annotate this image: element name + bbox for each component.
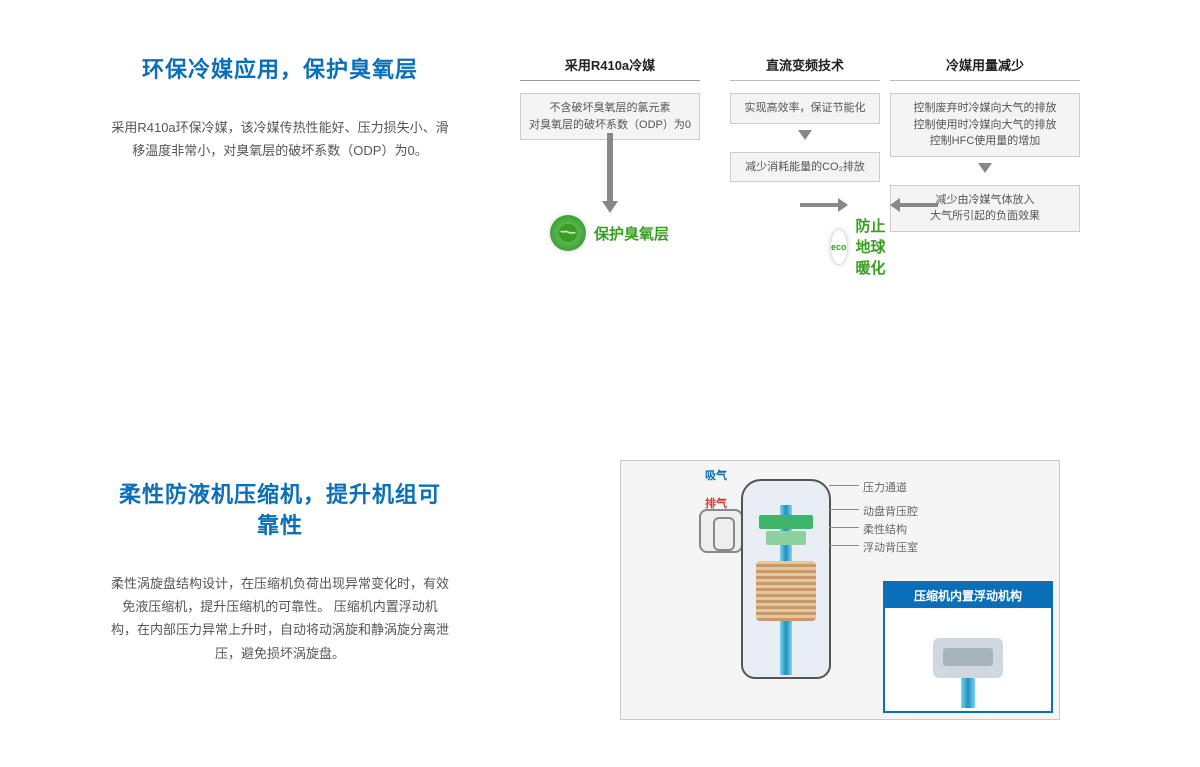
- eco-icon: eco: [830, 229, 848, 265]
- flow-colA-header: 采用R410a冷媒: [520, 55, 700, 81]
- badge-eco-label: 防止地球暖化: [856, 215, 890, 278]
- connector-icon: [699, 509, 743, 553]
- arrow-down-icon: [978, 163, 992, 173]
- arrow-down-icon: [798, 130, 812, 140]
- section2-text-col: 柔性防液机压缩机，提升机组可靠性 柔性涡旋盘结构设计，在压缩机负荷出现异常变化时…: [110, 480, 450, 665]
- badge-ozone-label: 保护臭氧层: [594, 223, 669, 244]
- label-exhaust: 排气: [705, 495, 727, 511]
- section2-body: 柔性涡旋盘结构设计，在压缩机负荷出现异常变化时，有效免液压缩机，提升压缩机的可靠…: [110, 572, 450, 666]
- flow-colC-box2: 减少由冷媒气体放入 大气所引起的负面效果: [890, 185, 1080, 232]
- label-suction: 吸气: [705, 467, 727, 483]
- label-back-chamber: 动盘背压腔: [863, 503, 918, 519]
- label-float-chamber: 浮动背压室: [863, 539, 918, 555]
- compressor-scroll-bottom: [766, 531, 806, 545]
- leader-line: [829, 545, 859, 546]
- leader-line: [829, 485, 859, 486]
- flow-col-inverter: 直流变频技术 实现高效率，保证节能化 减少消耗能量的CO₂排放: [730, 55, 880, 182]
- leader-line: [829, 527, 859, 528]
- badge-ozone: 保护臭氧层: [550, 215, 669, 251]
- badge-eco: eco 防止地球暖化: [830, 215, 889, 278]
- compressor-diagram: 吸气 排气 压力通道 动盘背压腔 柔性结构 浮动背压室 压缩机内置浮动机构: [620, 460, 1060, 720]
- compressor-body: [741, 479, 831, 679]
- inset-body: [885, 608, 1051, 708]
- flow-colC-l1: 控制废弃时冷媒向大气的排放: [895, 100, 1075, 117]
- flow-colB-box2: 减少消耗能量的CO₂排放: [730, 152, 880, 183]
- arrow-down-icon: [607, 133, 613, 203]
- flow-colC-header: 冷媒用量减少: [890, 55, 1080, 81]
- arrow-right-icon: [800, 203, 840, 207]
- flow-colB-box1: 实现高效率，保证节能化: [730, 93, 880, 124]
- section1-title: 环保冷媒应用，保护臭氧层: [110, 55, 450, 86]
- flow-colC-l3: 控制HFC使用量的增加: [895, 133, 1075, 150]
- section2-title: 柔性防液机压缩机，提升机组可靠性: [110, 480, 450, 542]
- flow-colC-b2l2: 大气所引起的负面效果: [895, 208, 1075, 225]
- flow-colA-line2: 对臭氧层的破坏系数（ODP）为0: [525, 117, 695, 134]
- flow-colB-header: 直流变频技术: [730, 55, 880, 81]
- section1-body: 采用R410a环保冷媒，该冷媒传热性能好、压力损失小、滑移温度非常小，对臭氧层的…: [110, 116, 450, 163]
- leader-line: [829, 509, 859, 510]
- flow-colC-l2: 控制使用时冷媒向大气的排放: [895, 117, 1075, 134]
- section1-text-col: 环保冷媒应用，保护臭氧层 采用R410a环保冷媒，该冷媒传热性能好、压力损失小、…: [110, 55, 450, 163]
- flow-colA-line1: 不含破坏臭氧层的氯元素: [525, 100, 695, 117]
- inset-gear-icon: [933, 638, 1003, 678]
- arrow-left-icon: [898, 203, 938, 207]
- inset-title: 压缩机内置浮动机构: [885, 583, 1051, 608]
- flow-colC-box1: 控制废弃时冷媒向大气的排放 控制使用时冷媒向大气的排放 控制HFC使用量的增加: [890, 93, 1080, 157]
- compressor-motor-coil: [756, 561, 816, 621]
- compressor-inset: 压缩机内置浮动机构: [883, 581, 1053, 713]
- earth-icon: [550, 215, 586, 251]
- label-flex-structure: 柔性结构: [863, 521, 907, 537]
- flow-col-r410a: 采用R410a冷媒 不含破坏臭氧层的氯元素 对臭氧层的破坏系数（ODP）为0 保…: [520, 55, 700, 140]
- compressor-scroll-top: [759, 515, 813, 529]
- label-pressure-channel: 压力通道: [863, 479, 907, 495]
